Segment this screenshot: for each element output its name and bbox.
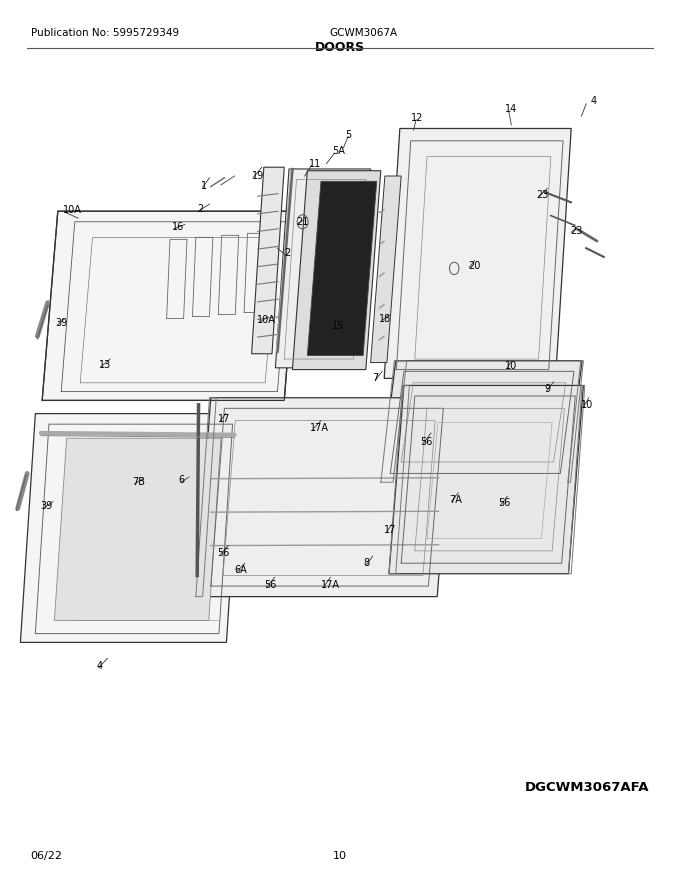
Text: DOORS: DOORS (315, 41, 365, 55)
Text: 17: 17 (384, 524, 396, 535)
Text: 6: 6 (178, 475, 184, 486)
Text: 17A: 17A (321, 580, 340, 590)
Text: 1: 1 (201, 180, 207, 191)
Text: 15: 15 (332, 320, 344, 331)
Polygon shape (275, 169, 371, 368)
Polygon shape (20, 414, 241, 642)
Polygon shape (292, 171, 381, 370)
Text: 10A: 10A (257, 315, 276, 326)
Text: 13: 13 (99, 360, 111, 370)
Text: Publication No: 5995729349: Publication No: 5995729349 (31, 28, 179, 38)
Text: 17A: 17A (310, 422, 329, 433)
Text: 18: 18 (379, 313, 392, 324)
Text: 06/22: 06/22 (31, 851, 63, 861)
Text: 21: 21 (296, 216, 308, 227)
Polygon shape (42, 211, 299, 400)
Text: 16: 16 (172, 222, 184, 232)
Text: 10A: 10A (63, 205, 82, 216)
Text: 23: 23 (570, 225, 582, 236)
Polygon shape (252, 167, 284, 354)
Text: 6A: 6A (235, 565, 248, 576)
Text: 2: 2 (197, 204, 203, 215)
Polygon shape (54, 438, 221, 620)
Text: 56: 56 (264, 580, 276, 590)
Text: 17: 17 (218, 414, 230, 424)
Text: 23: 23 (536, 190, 548, 201)
Text: 7: 7 (373, 373, 379, 384)
Polygon shape (196, 398, 452, 597)
Text: 4: 4 (97, 661, 103, 671)
Text: 10: 10 (505, 361, 517, 371)
Polygon shape (307, 181, 377, 356)
Polygon shape (389, 385, 583, 574)
Polygon shape (381, 361, 582, 482)
Text: 11: 11 (309, 158, 322, 169)
Text: 2: 2 (284, 248, 290, 259)
Text: 5A: 5A (332, 146, 345, 157)
Text: 10: 10 (333, 851, 347, 861)
Text: 4: 4 (590, 96, 596, 106)
Polygon shape (371, 176, 401, 363)
Text: 56: 56 (498, 498, 510, 509)
Text: 20: 20 (468, 260, 480, 271)
Polygon shape (384, 128, 571, 378)
Text: 10: 10 (581, 400, 594, 410)
Text: 39: 39 (56, 318, 68, 328)
Text: 5: 5 (345, 129, 352, 140)
Text: 56: 56 (420, 436, 432, 447)
Text: 12: 12 (411, 113, 424, 123)
Text: 39: 39 (41, 501, 53, 511)
Text: 8: 8 (364, 558, 370, 568)
Text: 19: 19 (252, 171, 264, 181)
Text: 14: 14 (505, 104, 517, 114)
Text: 7B: 7B (133, 477, 146, 488)
Text: 56: 56 (218, 547, 230, 558)
Text: GCWM3067A: GCWM3067A (330, 28, 398, 38)
Text: 7A: 7A (449, 495, 462, 505)
Text: 9: 9 (544, 384, 550, 394)
Text: DGCWM3067AFA: DGCWM3067AFA (525, 781, 649, 794)
